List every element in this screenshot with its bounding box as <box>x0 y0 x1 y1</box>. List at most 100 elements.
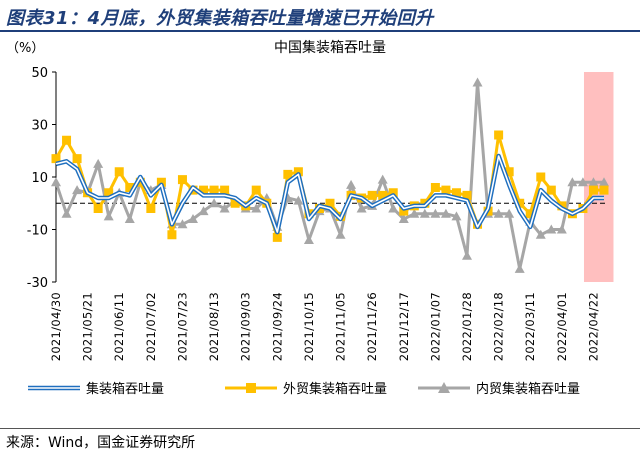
data-point-foreign <box>209 185 219 195</box>
data-point-domestic <box>556 224 567 234</box>
data-point-domestic <box>462 250 472 260</box>
data-point-foreign <box>104 188 114 198</box>
data-point-foreign <box>283 169 293 179</box>
legend-item-total: 集装箱吞吐量 <box>28 381 164 397</box>
data-point-domestic <box>61 208 72 218</box>
data-point-foreign <box>93 204 103 213</box>
data-point-domestic <box>188 214 198 223</box>
data-point-foreign <box>51 154 61 164</box>
source-note: 来源：Wind，国金证券研究所 <box>6 435 196 451</box>
y-tick-label: 10 <box>31 171 48 186</box>
data-point-domestic <box>335 229 346 239</box>
data-point-foreign <box>220 185 230 195</box>
data-point-domestic <box>504 208 515 218</box>
series-total-line-inner <box>55 155 604 233</box>
data-point-foreign <box>167 230 177 240</box>
data-point-domestic <box>377 174 388 184</box>
data-point-domestic <box>251 203 262 213</box>
figure-title: 图表31：4月底，外贸集装箱吞吐量增速已开始回升 <box>6 8 434 29</box>
data-point-domestic <box>472 77 483 87</box>
x-tick-label: 2022/03/11 <box>523 292 537 361</box>
data-point-domestic <box>514 263 525 273</box>
data-point-foreign <box>199 185 209 195</box>
x-tick-label: 2021/07/02 <box>144 292 158 361</box>
data-point-foreign <box>536 172 546 182</box>
data-point-foreign <box>230 198 240 208</box>
y-tick-label: 30 <box>31 119 48 134</box>
data-point-domestic <box>388 203 399 213</box>
data-point-domestic <box>535 229 546 239</box>
data-point-domestic <box>93 158 104 168</box>
x-tick-label: 2021/06/11 <box>112 292 126 361</box>
y-tick-label: -30 <box>27 276 48 291</box>
data-point-domestic <box>440 208 451 218</box>
data-point-foreign <box>325 198 335 208</box>
x-tick-label: 2021/07/23 <box>175 292 189 361</box>
data-point-foreign <box>399 206 409 216</box>
data-point-domestic <box>599 177 609 187</box>
data-point-domestic <box>209 198 220 208</box>
x-tick-label: 2022/04/01 <box>555 292 569 361</box>
data-point-domestic <box>419 208 430 218</box>
series-domestic <box>51 77 609 273</box>
x-tick-label: 2021/04/30 <box>49 292 63 361</box>
legend-label-domestic: 内贸集装箱吞吐量 <box>476 381 580 397</box>
data-point-foreign <box>388 188 398 198</box>
data-point-domestic <box>451 211 462 221</box>
data-point-domestic <box>577 177 588 187</box>
y-tick-label: 50 <box>31 66 48 81</box>
data-point-domestic <box>346 179 357 189</box>
data-point-foreign <box>441 185 451 195</box>
data-point-domestic <box>546 224 557 234</box>
data-point-foreign <box>525 209 535 219</box>
series-domestic-line <box>54 81 604 271</box>
x-tick-label: 2022/02/18 <box>492 292 506 361</box>
data-point-foreign <box>378 190 388 200</box>
x-tick-label: 2021/08/13 <box>207 292 221 361</box>
data-point-domestic <box>293 195 304 205</box>
data-point-foreign <box>588 185 598 195</box>
legend-item-domestic: 内贸集装箱吞吐量 <box>418 381 580 397</box>
data-point-foreign <box>251 185 261 195</box>
data-point-domestic <box>177 219 188 229</box>
data-point-foreign <box>125 183 135 192</box>
source-divider <box>0 428 640 429</box>
legend-label-foreign: 外贸集装箱吞吐量 <box>283 381 387 397</box>
series-layer <box>51 77 609 273</box>
data-point-domestic <box>430 208 441 218</box>
x-tick-label: 2021/10/15 <box>302 292 316 361</box>
chart-title: 中国集装箱吞吐量 <box>274 39 386 56</box>
y-axis: -30 -10 10 30 50 <box>27 66 56 291</box>
data-point-foreign <box>599 185 609 195</box>
data-point-foreign <box>504 167 514 177</box>
legend-item-foreign: 外贸集装箱吞吐量 <box>225 381 387 397</box>
data-point-foreign <box>367 190 377 200</box>
legend-label-total: 集装箱吞吐量 <box>86 381 164 397</box>
data-point-foreign <box>451 188 461 198</box>
x-tick-label: 2022/01/07 <box>428 292 442 361</box>
data-point-domestic <box>409 208 420 218</box>
data-point-foreign <box>156 177 166 187</box>
data-point-domestic <box>124 214 135 223</box>
data-point-domestic <box>567 177 578 187</box>
x-tick-label: 2021/05/21 <box>81 292 95 361</box>
y-axis-unit: （%） <box>6 41 44 56</box>
title-underline <box>0 30 640 32</box>
x-tick-label: 2022/01/28 <box>460 292 474 361</box>
data-point-domestic <box>356 203 367 213</box>
line-chart: 中国集装箱吞吐量 （%） -30 -10 10 30 50 2021/04/30 2021… <box>6 39 614 397</box>
highlight-region <box>583 72 614 282</box>
data-point-foreign <box>135 177 145 187</box>
y-tick-label: -10 <box>27 224 48 239</box>
x-tick-label: 2021/11/05 <box>334 292 348 361</box>
x-tick-label: 2022/04/22 <box>586 292 600 361</box>
data-point-domestic <box>198 206 209 216</box>
legend: 集装箱吞吐量 外贸集装箱吞吐量 内贸集装箱吞吐量 <box>28 381 580 397</box>
data-point-foreign <box>177 175 187 185</box>
data-point-foreign <box>62 135 72 145</box>
data-point-domestic <box>219 203 230 213</box>
data-point-domestic <box>72 185 83 195</box>
data-point-foreign <box>462 190 472 200</box>
data-point-domestic <box>103 211 114 221</box>
data-point-domestic <box>493 208 504 218</box>
